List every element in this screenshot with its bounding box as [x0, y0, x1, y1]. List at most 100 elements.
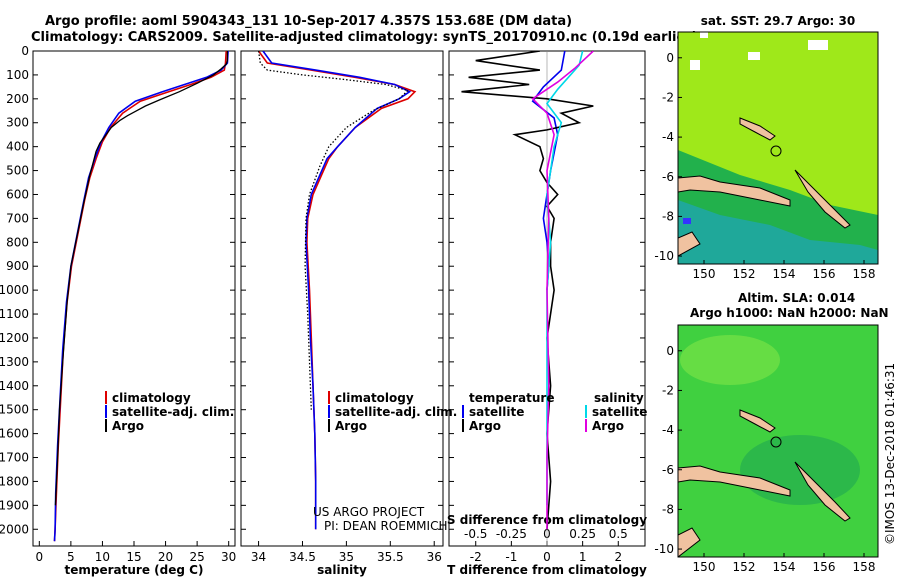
sdiff-x-axis: -0.5 -0.25 0 0.25 0.5 [464, 527, 628, 541]
depth-tick-label: 1000 [0, 283, 29, 297]
cloud-patch [690, 60, 700, 70]
argo-position-marker [770, 436, 782, 448]
lon-tick-label: 154 [773, 267, 796, 281]
depth-tick-label: 1500 [0, 403, 29, 417]
depth-tick-label: 300 [6, 116, 29, 130]
x-tick-label: 35.5 [377, 550, 404, 564]
map2-frame [677, 324, 879, 558]
cloud-patch [808, 40, 828, 50]
legend-label-climatology: climatology [112, 391, 191, 405]
x-tick-label: 20 [158, 550, 173, 564]
depth-tick-label: 900 [6, 259, 29, 273]
legend-label-t-satellite: satellite [469, 405, 524, 419]
credit-line2: PI: DEAN ROEMMICH [324, 519, 447, 533]
argo-line [257, 51, 410, 410]
depth-tick-label: 1200 [0, 331, 29, 345]
depth-tick-label: 1100 [0, 307, 29, 321]
s-argo-line [531, 51, 594, 530]
temperature-x-axis: 0 5 10 15 20 25 30 [35, 541, 236, 564]
cloud-patch [700, 32, 708, 38]
lat-tick-label: -6 [662, 463, 674, 477]
lat-tick-label: -10 [654, 542, 674, 556]
lon-tick-label: 156 [813, 267, 836, 281]
depth-tick-label: 1400 [0, 379, 29, 393]
temperature-series [53, 51, 229, 542]
argo-line [54, 51, 229, 506]
difference-legend: temperature satellite Argo salinity sate… [462, 391, 647, 433]
depth-tick-label: 1900 [0, 498, 29, 512]
lat-tick-label: -8 [662, 209, 674, 223]
solomon-islands [794, 461, 851, 522]
lon-tick-label: 158 [853, 267, 876, 281]
depth-tick-label: 200 [6, 92, 29, 106]
map1-title: sat. SST: 29.7 Argo: 30 [701, 14, 855, 28]
lon-tick-label: 152 [733, 267, 756, 281]
sla-map [678, 325, 878, 557]
salinity-panel [240, 50, 444, 547]
x-tick-label: 15 [126, 550, 141, 564]
lat-tick-label: -2 [662, 383, 674, 397]
difference-series [461, 51, 594, 546]
lon-tick-label: 154 [773, 560, 796, 574]
x-tick-label: 30 [221, 550, 236, 564]
map1-axes: 150 152 154 156 158 0 -2 -4 -6 -8 -10 [654, 51, 875, 281]
x-tick-label: -2 [470, 550, 482, 564]
salinity-legend: climatology satellite-adj. clim. Argo [328, 391, 457, 433]
argo-position-marker [770, 145, 782, 157]
sdiff-tick-label: -0.5 [464, 527, 487, 541]
legend-title-salinity: salinity [594, 391, 644, 405]
sdiff-tick-label: 0.25 [569, 527, 596, 541]
depth-tick-label: 100 [6, 68, 29, 82]
tdiff-xlabel: T difference from climatology [447, 563, 647, 577]
legend-label-s-argo: Argo [592, 419, 624, 433]
legend-label-s-satellite: satellite [592, 405, 647, 419]
lat-tick-label: -2 [662, 90, 674, 104]
sdiff-tick-label: -0.25 [496, 527, 527, 541]
temperature-panel [32, 50, 236, 547]
solomon-islands [794, 169, 851, 229]
x-tick-label: 10 [95, 550, 110, 564]
new-britain [739, 409, 776, 433]
land-southwest [678, 231, 701, 257]
climatology-line [257, 51, 417, 530]
land-southwest [678, 527, 701, 557]
depth-tick-label: 500 [6, 164, 29, 178]
satellite-adj-clim--line [262, 51, 412, 530]
x-tick-label: -1 [505, 550, 517, 564]
temperature-xlabel: temperature (deg C) [65, 563, 204, 577]
lon-tick-label: 150 [693, 267, 716, 281]
header-line2: Climatology: CARS2009. Satellite-adjuste… [31, 30, 698, 45]
s-satellite-line [546, 51, 584, 506]
png-coast [678, 175, 791, 207]
map1-frame [677, 31, 879, 265]
png-coast [678, 465, 791, 497]
salinity-xlabel: salinity [317, 563, 367, 577]
legend-label-satellite: satellite-adj. clim. [335, 405, 457, 419]
map2-title2: Argo h1000: NaN h2000: NaN [690, 306, 889, 320]
depth-axis: 0 100 200 300 400 500 600 700 800 900 1000 1100 1200… [0, 44, 645, 536]
lon-tick-label: 158 [853, 560, 876, 574]
x-tick-label: 25 [189, 550, 204, 564]
depth-tick-label: 400 [6, 140, 29, 154]
map2-axes: 150 152 154 156 158 0 -2 -4 -6 -8 -10 [654, 344, 875, 574]
legend-title-temperature: temperature [469, 391, 554, 405]
lat-tick-label: 0 [666, 344, 674, 358]
depth-tick-label: 2000 [0, 522, 29, 536]
legend-label-satellite: satellite-adj. clim. [112, 405, 234, 419]
lon-tick-label: 150 [693, 560, 716, 574]
x-tick-label: 35 [339, 550, 354, 564]
cloud-patch [748, 52, 760, 60]
depth-tick-label: 1300 [0, 355, 29, 369]
depth-tick-label: 600 [6, 187, 29, 201]
legend-label-t-argo: Argo [469, 419, 501, 433]
lon-tick-label: 152 [733, 560, 756, 574]
lat-tick-label: -8 [662, 502, 674, 516]
temperature-legend: climatology satellite-adj. clim. Argo [105, 391, 234, 433]
legend-label-argo: Argo [112, 419, 144, 433]
sst-cool-band [678, 200, 878, 264]
depth-tick-label: 1600 [0, 427, 29, 441]
lon-tick-label: 156 [813, 560, 836, 574]
depth-tick-label: 800 [6, 235, 29, 249]
credit-line1: US ARGO PROJECT [313, 505, 425, 519]
